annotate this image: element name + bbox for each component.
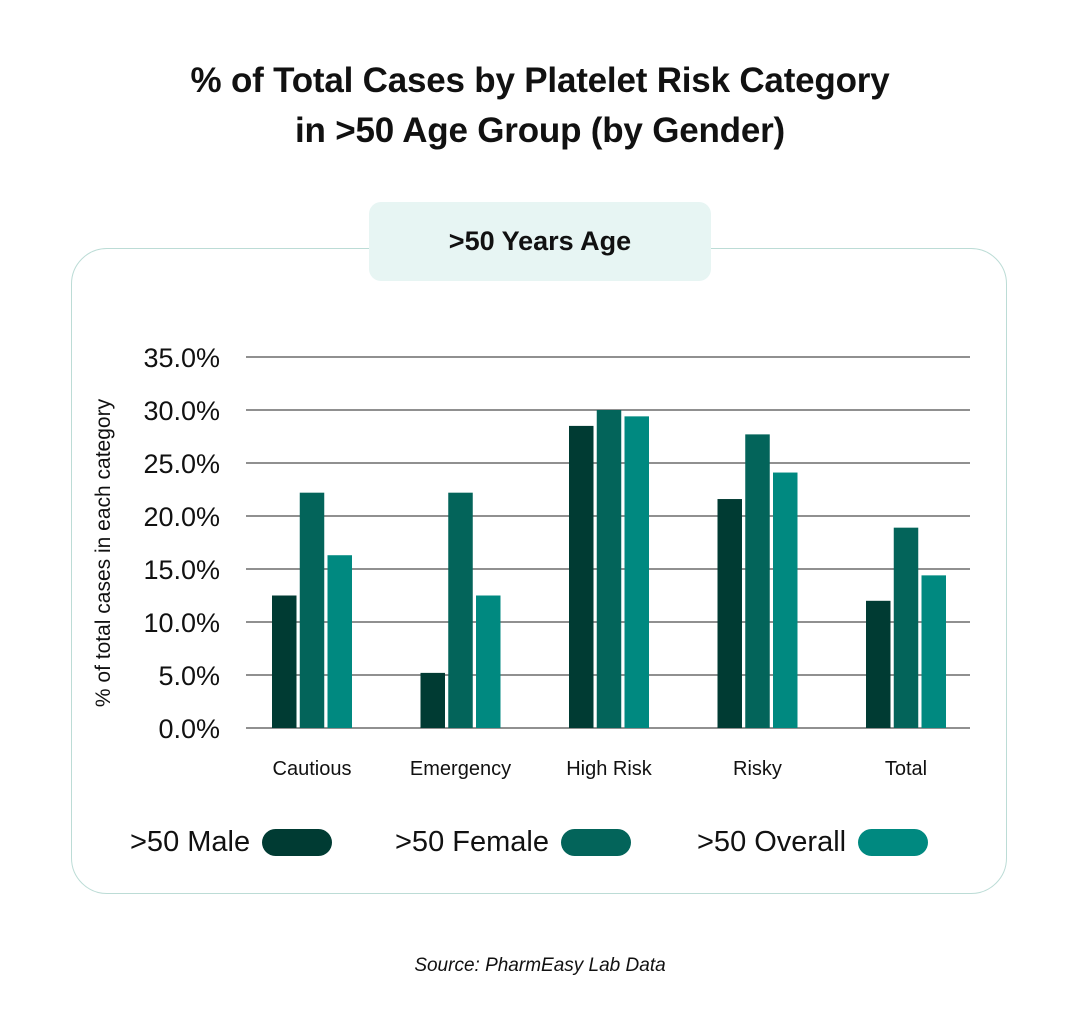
x-category-label: Total	[885, 758, 927, 780]
y-tick-label: 35.0%	[143, 343, 220, 373]
legend-item-overall: >50 Overall	[697, 820, 929, 864]
legend-swatch-female	[560, 828, 631, 856]
x-category-label: Risky	[733, 758, 782, 780]
bar-emergency-male	[420, 672, 445, 728]
bars	[272, 410, 946, 728]
bar-total-female	[893, 527, 919, 728]
bar-total-overall	[921, 575, 946, 728]
x-category-label: High Risk	[566, 758, 653, 780]
legend: >50 Male >50 Female >50 Overall	[0, 820, 1080, 864]
y-tick-label: 30.0%	[143, 396, 220, 426]
bar-high-risk-female	[596, 410, 622, 728]
bar-emergency-female	[448, 492, 473, 728]
legend-swatch-male	[262, 828, 333, 856]
bar-total-male	[866, 600, 891, 728]
y-tick-label: 5.0%	[158, 661, 220, 691]
y-tick-label: 15.0%	[143, 555, 220, 585]
bar-risky-overall	[773, 472, 798, 728]
y-tick-label: 10.0%	[143, 608, 220, 638]
bar-high-risk-male	[569, 425, 594, 728]
bar-cautious-female	[299, 492, 325, 728]
bar-risky-female	[745, 434, 770, 728]
legend-item-male: >50 Male	[130, 820, 333, 864]
y-tick-label: 0.0%	[158, 714, 220, 744]
legend-label-overall: >50 Overall	[697, 825, 847, 858]
x-category-label: Emergency	[410, 758, 511, 780]
bar-cautious-male	[272, 595, 297, 728]
bar-high-risk-overall	[624, 416, 649, 728]
y-tick-label: 20.0%	[143, 502, 220, 532]
y-axis-ticks: 0.0% 5.0% 10.0% 15.0% 20.0% 25.0% 30.0% 35.0%	[143, 343, 220, 744]
x-category-label: Cautious	[273, 758, 352, 780]
y-tick-label: 25.0%	[143, 449, 220, 479]
legend-label-female: >50 Female	[395, 825, 549, 858]
legend-label-male: >50 Male	[130, 825, 251, 858]
chart-subtitle: >50 Years Age	[369, 202, 711, 281]
source-note: Source: PharmEasy Lab Data	[414, 955, 666, 976]
bar-emergency-overall	[476, 595, 501, 728]
x-axis-categories: Cautious Emergency High Risk Risky Total	[273, 758, 928, 780]
legend-swatch-overall	[858, 828, 929, 856]
chart-title: % of Total Cases by Platelet Risk Catego…	[0, 56, 1080, 156]
bar-cautious-overall	[327, 555, 352, 728]
legend-item-female: >50 Female	[395, 820, 631, 864]
bar-risky-male	[717, 499, 742, 728]
chart-title-line2: in >50 Age Group (by Gender)	[295, 111, 785, 150]
chart-card	[71, 248, 1007, 894]
chart-title-line1: % of Total Cases by Platelet Risk Catego…	[190, 61, 890, 100]
